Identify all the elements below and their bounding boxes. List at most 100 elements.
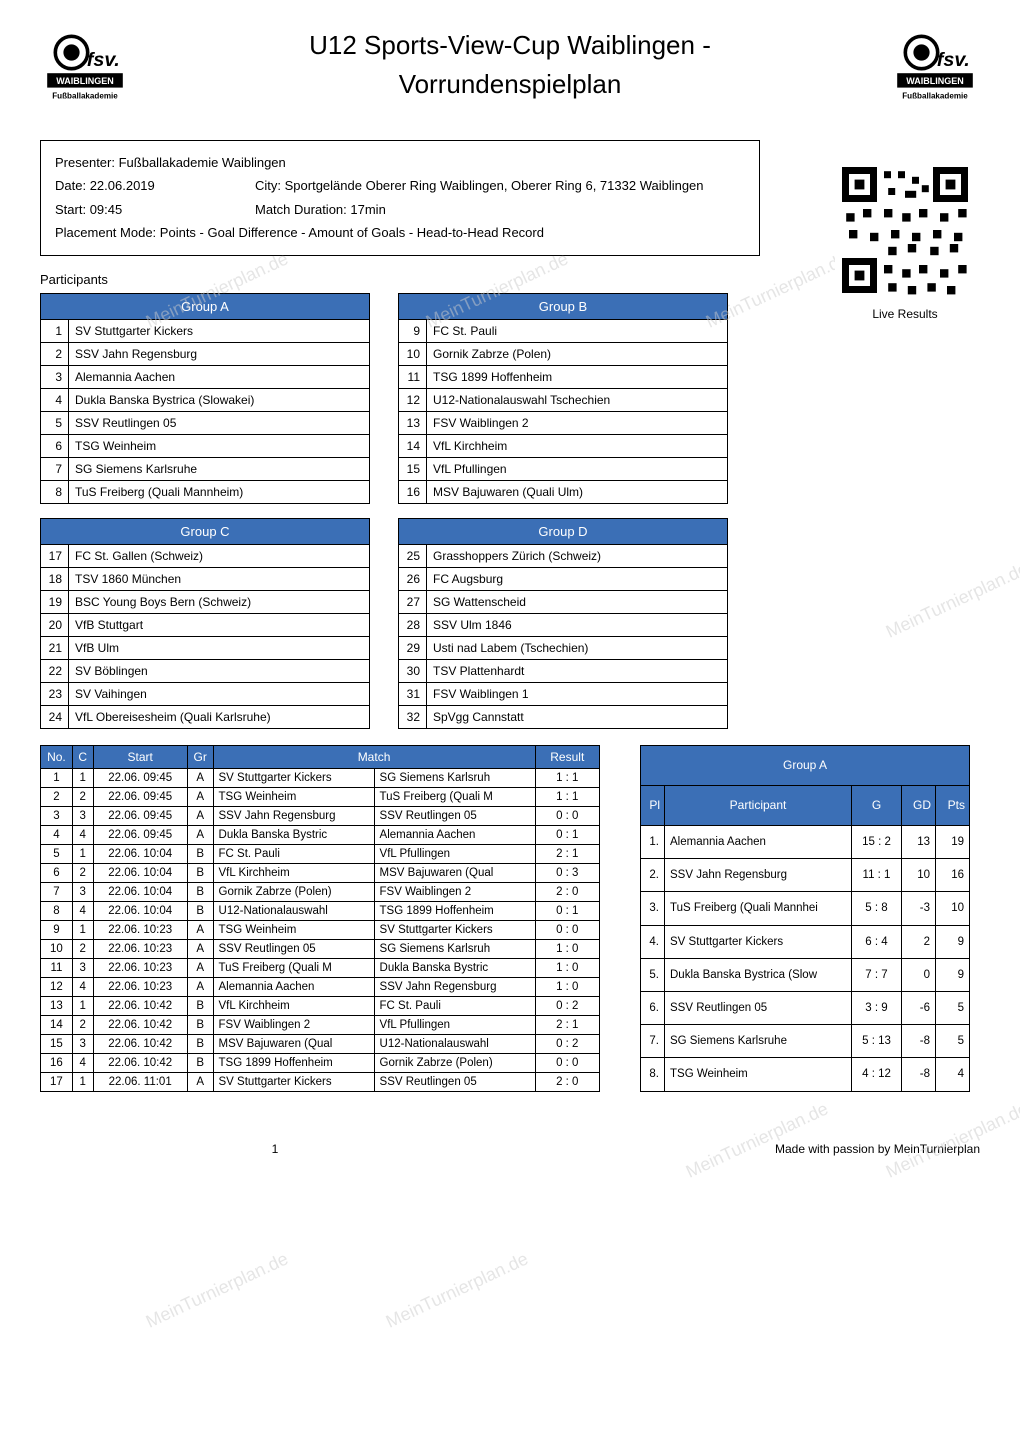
match-group: B	[187, 1053, 213, 1072]
presenter-value: Fußballakademie Waiblingen	[119, 151, 286, 174]
team-number: 32	[399, 705, 427, 728]
match-no: 11	[41, 958, 73, 977]
team-name: FC St. Pauli	[427, 319, 728, 342]
match-home: TSG Weinheim	[213, 787, 374, 806]
logo-right: fsv. WAIBLINGEN Fußballakademie	[890, 30, 980, 120]
team-name: TSV Plattenhardt	[427, 659, 728, 682]
match-result: 0 : 2	[535, 996, 599, 1015]
match-result: 0 : 0	[535, 920, 599, 939]
standing-team: SSV Reutlingen 05	[665, 991, 852, 1024]
match-group: B	[187, 882, 213, 901]
team-number: 5	[41, 411, 69, 434]
match-home: SV Stuttgarter Kickers	[213, 1072, 374, 1091]
group-team-row: 14 VfL Kirchheim	[399, 434, 728, 457]
match-home: Alemannia Aachen	[213, 977, 374, 996]
group-team-row: 31 FSV Waiblingen 1	[399, 682, 728, 705]
match-court: 4	[72, 901, 93, 920]
match-home: MSV Bajuwaren (Qual	[213, 1034, 374, 1053]
match-start: 22.06. 09:45	[93, 806, 187, 825]
group-team-row: 9 FC St. Pauli	[399, 319, 728, 342]
match-group: A	[187, 958, 213, 977]
team-name: VfL Kirchheim	[427, 434, 728, 457]
team-number: 21	[41, 636, 69, 659]
team-name: Usti nad Labem (Tschechien)	[427, 636, 728, 659]
group-team-row: 23 SV Vaihingen	[41, 682, 370, 705]
match-group: A	[187, 787, 213, 806]
team-name: SSV Jahn Regensburg	[69, 342, 370, 365]
group-team-row: 29 Usti nad Labem (Tschechien)	[399, 636, 728, 659]
team-number: 1	[41, 319, 69, 342]
standing-pts: 19	[936, 825, 970, 858]
group-team-row: 18 TSV 1860 München	[41, 567, 370, 590]
group-a-body: 1 SV Stuttgarter Kickers 2 SSV Jahn Rege…	[41, 319, 370, 503]
group-b-body: 9 FC St. Pauli 10 Gornik Zabrze (Polen) …	[399, 319, 728, 503]
schedule-row: 17 1 22.06. 11:01 A SV Stuttgarter Kicke…	[41, 1072, 600, 1091]
start-value: 09:45	[90, 202, 123, 217]
info-presenter: Presenter: Fußballakademie Waiblingen	[55, 151, 745, 174]
team-name: TSG 1899 Hoffenheim	[427, 365, 728, 388]
standing-pts: 9	[936, 925, 970, 958]
match-no: 3	[41, 806, 73, 825]
match-result: 0 : 1	[535, 825, 599, 844]
duration-value: 17min	[350, 202, 385, 217]
team-name: Alemannia Aachen	[69, 365, 370, 388]
schedule-row: 9 1 22.06. 10:23 A TSG Weinheim SV Stutt…	[41, 920, 600, 939]
match-away: FC St. Pauli	[374, 996, 535, 1015]
standing-gd: 10	[902, 859, 936, 892]
group-team-row: 12 U12-Nationalauswahl Tschechien	[399, 388, 728, 411]
match-away: Dukla Banska Bystric	[374, 958, 535, 977]
group-d-body: 25 Grasshoppers Zürich (Schweiz) 26 FC A…	[399, 544, 728, 728]
schedule-table: No. C Start Gr Match Result 1 1 22.06. 0…	[40, 745, 600, 1092]
match-group: A	[187, 806, 213, 825]
group-team-row: 30 TSV Plattenhardt	[399, 659, 728, 682]
standing-goals: 4 : 12	[852, 1058, 902, 1091]
match-start: 22.06. 10:42	[93, 996, 187, 1015]
start-label: Start:	[55, 202, 86, 217]
match-start: 22.06. 09:45	[93, 825, 187, 844]
watermark: MeinTurnierplan.de	[883, 1098, 1020, 1182]
team-number: 11	[399, 365, 427, 388]
match-home: FC St. Pauli	[213, 844, 374, 863]
group-team-row: 1 SV Stuttgarter Kickers	[41, 319, 370, 342]
group-team-row: 10 Gornik Zabrze (Polen)	[399, 342, 728, 365]
group-d-table: Group D 25 Grasshoppers Zürich (Schweiz)…	[398, 518, 728, 729]
groups-row-2: Group C 17 FC St. Gallen (Schweiz) 18 TS…	[40, 518, 980, 729]
match-group: B	[187, 901, 213, 920]
team-number: 16	[399, 480, 427, 503]
team-number: 2	[41, 342, 69, 365]
match-start: 22.06. 10:04	[93, 882, 187, 901]
team-number: 9	[399, 319, 427, 342]
page-number: 1	[40, 1142, 510, 1156]
match-result: 2 : 0	[535, 1072, 599, 1091]
match-away: VfL Pfullingen	[374, 1015, 535, 1034]
match-away: TSG 1899 Hoffenheim	[374, 901, 535, 920]
match-result: 0 : 2	[535, 1034, 599, 1053]
match-court: 1	[72, 1072, 93, 1091]
hdr-match: Match	[213, 745, 535, 768]
match-result: 1 : 0	[535, 977, 599, 996]
standing-team: SSV Jahn Regensburg	[665, 859, 852, 892]
match-court: 3	[72, 1034, 93, 1053]
match-start: 22.06. 10:42	[93, 1053, 187, 1072]
group-team-row: 21 VfB Ulm	[41, 636, 370, 659]
match-result: 1 : 0	[535, 958, 599, 977]
schedule-row: 7 3 22.06. 10:04 B Gornik Zabrze (Polen)…	[41, 882, 600, 901]
groups-row-1: Group A 1 SV Stuttgarter Kickers 2 SSV J…	[40, 293, 980, 504]
standing-pts: 9	[936, 958, 970, 991]
standing-place: 8.	[641, 1058, 665, 1091]
team-name: SG Wattenscheid	[427, 590, 728, 613]
team-name: FSV Waiblingen 1	[427, 682, 728, 705]
match-no: 7	[41, 882, 73, 901]
match-result: 1 : 0	[535, 939, 599, 958]
standing-goals: 15 : 2	[852, 825, 902, 858]
group-team-row: 16 MSV Bajuwaren (Quali Ulm)	[399, 480, 728, 503]
match-court: 4	[72, 1053, 93, 1072]
placement-label: Placement Mode:	[55, 221, 156, 244]
match-group: B	[187, 1034, 213, 1053]
standing-gd: 13	[902, 825, 936, 858]
match-home: FSV Waiblingen 2	[213, 1015, 374, 1034]
standing-pts: 10	[936, 892, 970, 925]
standing-pts: 5	[936, 991, 970, 1024]
match-no: 6	[41, 863, 73, 882]
match-no: 14	[41, 1015, 73, 1034]
